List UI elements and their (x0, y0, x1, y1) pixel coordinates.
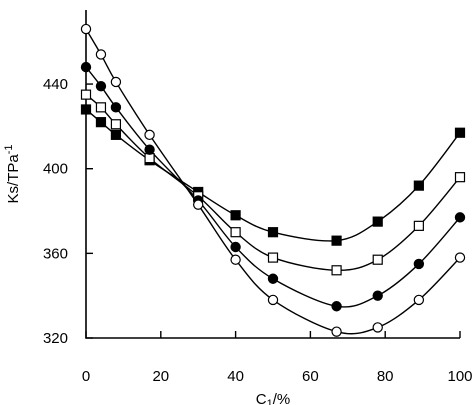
data-point (80, 104, 92, 115)
data-point (413, 294, 425, 306)
data-point (192, 199, 204, 210)
data-point (110, 102, 122, 113)
data-point (454, 252, 466, 263)
data-point (331, 265, 342, 276)
x-tick-label: 80 (377, 368, 394, 385)
x-tick-label: 0 (82, 368, 90, 385)
x-tick-label: 40 (227, 368, 244, 385)
data-point (144, 144, 155, 155)
data-point (144, 153, 155, 164)
data-point (230, 254, 241, 265)
data-point (413, 258, 425, 270)
series-3-points (80, 61, 466, 312)
data-point (413, 180, 424, 191)
data-point (95, 102, 107, 113)
data-point (267, 252, 279, 263)
data-point (372, 216, 383, 227)
data-point (144, 129, 155, 141)
data-point (110, 129, 122, 140)
data-point (230, 210, 241, 221)
y-tick-label: 440 (43, 76, 68, 93)
data-point (267, 294, 279, 306)
series-1-points (80, 104, 466, 246)
series-markers (80, 23, 466, 337)
series-line-4 (85, 28, 461, 335)
y-tick-label: 360 (43, 245, 68, 262)
x-tick-label: 100 (447, 368, 472, 385)
data-point (80, 61, 92, 73)
data-point (331, 326, 342, 337)
series-line-1 (85, 108, 461, 242)
data-point (372, 290, 383, 301)
axis-frame (85, 10, 460, 339)
data-point (95, 49, 107, 60)
data-point (454, 127, 466, 138)
data-point (331, 235, 342, 246)
data-point (80, 23, 92, 35)
data-point (267, 273, 279, 284)
data-point (331, 301, 342, 312)
x-axis-label: C1/% (256, 391, 290, 405)
data-point (230, 241, 241, 253)
data-point (95, 80, 107, 92)
series-line-2 (85, 94, 461, 271)
data-point (372, 322, 383, 333)
data-point (110, 76, 122, 88)
x-tick-label: 60 (302, 368, 319, 385)
data-point (454, 212, 466, 223)
x-tick-label: 20 (152, 368, 169, 385)
data-point (454, 172, 466, 183)
data-point (230, 227, 241, 238)
data-point (267, 227, 279, 238)
axes: 0 20 40 60 80 100 320 360 400 440 (43, 10, 473, 385)
y-tick-label: 320 (43, 330, 68, 347)
y-tick-label: 400 (43, 161, 68, 178)
data-point (372, 254, 383, 265)
data-point (80, 89, 92, 100)
series-line-3 (85, 66, 461, 308)
data-point (110, 119, 122, 130)
y-axis-label: Ks/TPa-1 (3, 145, 22, 204)
series-4-points (80, 23, 466, 337)
series-curves (85, 28, 461, 335)
data-point (95, 117, 107, 128)
data-point (413, 220, 424, 231)
